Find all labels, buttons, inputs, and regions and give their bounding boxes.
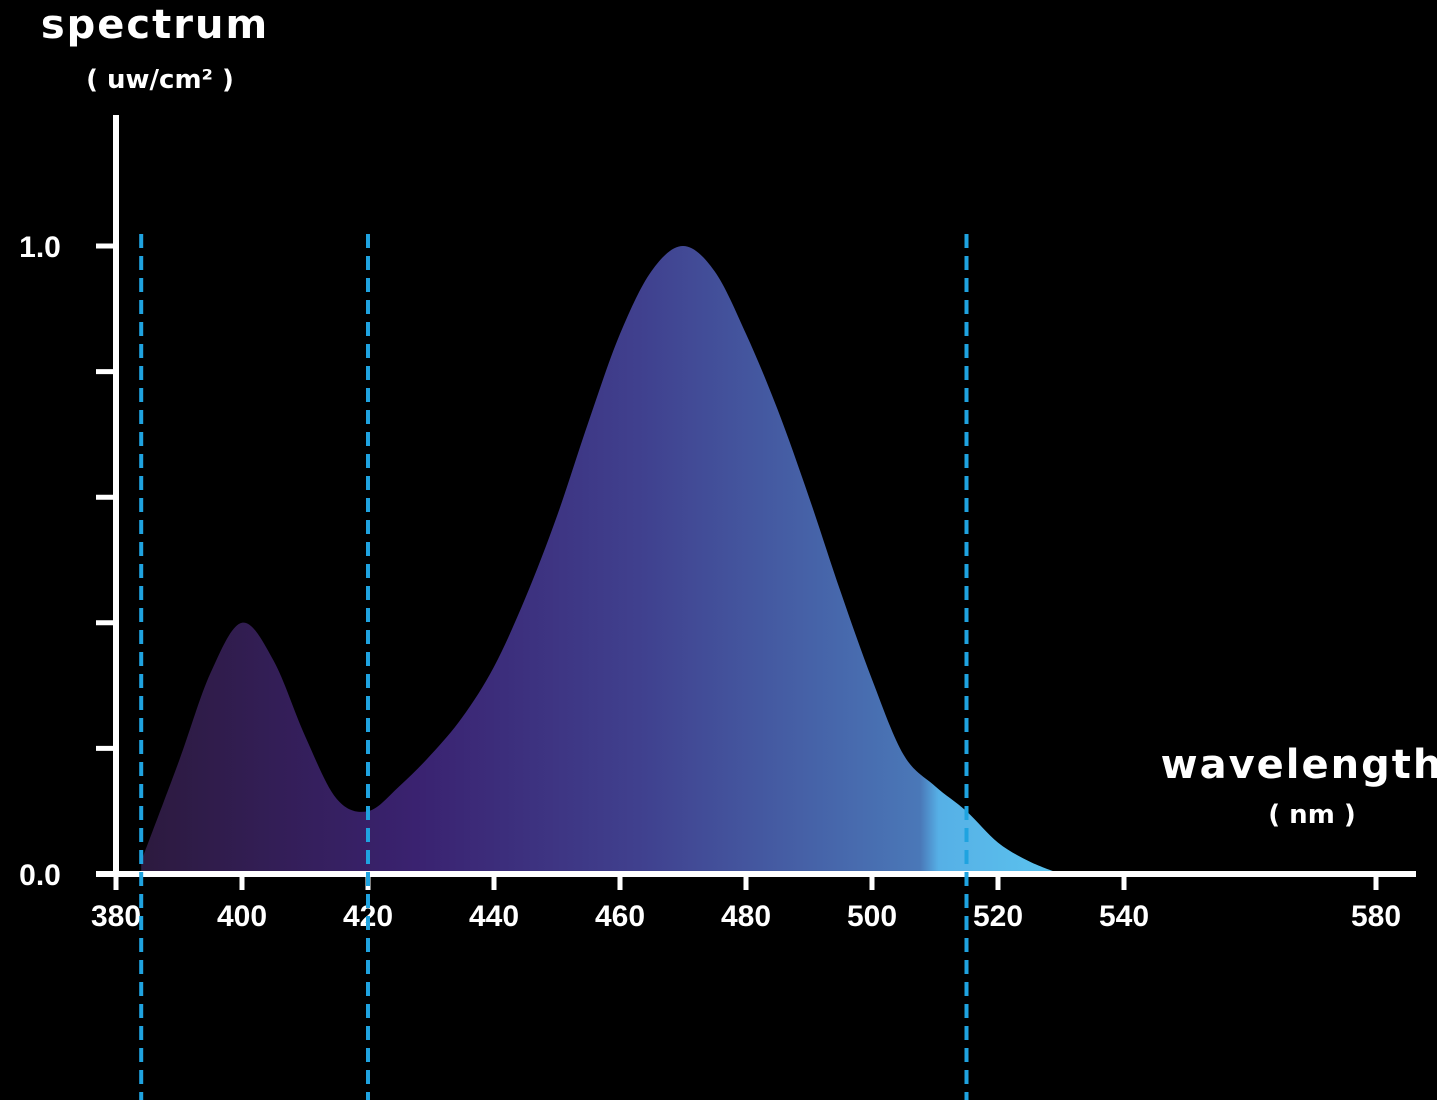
x-ticks: 380 400 420 440 460 480 500 520 540 580 [91,874,1401,933]
x-tick-label: 380 [91,900,141,933]
x-axis-unit: ( nm ) [1268,800,1355,830]
x-tick-label: 480 [721,900,771,933]
x-tick-label: 460 [595,900,645,933]
spectrum-area-layer [141,246,1061,874]
x-tick-label: 500 [847,900,897,933]
spectrum-area [141,246,1061,874]
y-axis-unit: ( uw/cm² ) [86,65,234,95]
x-tick-label: 440 [469,900,519,933]
x-tick-label: 400 [217,900,267,933]
x-tick-label: 580 [1351,900,1401,933]
x-tick-label: 540 [1099,900,1149,933]
x-axis-title: wavelength [1161,742,1437,788]
x-tick-label: 520 [973,900,1023,933]
reference-lines [139,234,969,1100]
y-ticks: 0.0 1.0 [19,231,116,892]
y-tick-label: 1.0 [19,231,61,264]
y-axis-title: spectrum [41,2,269,48]
y-tick-label: 0.0 [19,859,61,892]
